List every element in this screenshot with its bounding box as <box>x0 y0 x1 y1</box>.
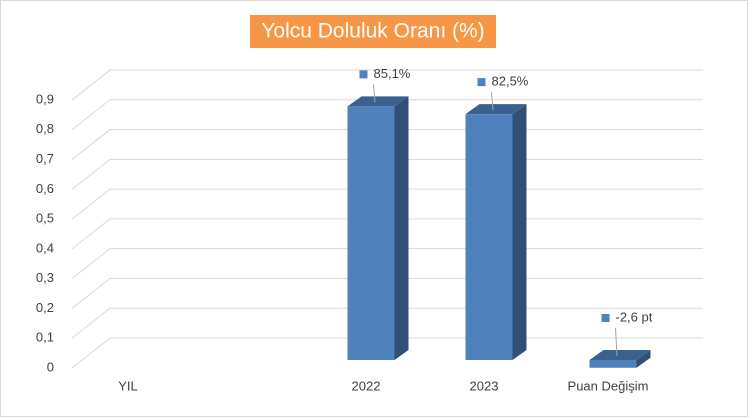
y-tick-label: 0,9 <box>36 91 54 106</box>
bar-top <box>347 96 409 107</box>
y-tick-label: 0,5 <box>36 211 54 226</box>
chart-title: Yolcu Doluluk Oranı (%) <box>261 20 484 43</box>
x-tick-label: YIL <box>118 378 138 393</box>
bar-side <box>636 350 651 368</box>
data-label: 82,5% <box>492 74 529 89</box>
y-tick-label: 0,8 <box>36 121 54 136</box>
bar-side <box>512 104 527 361</box>
leader-line <box>373 84 376 103</box>
y-tick-label: 0,1 <box>36 330 54 345</box>
bar-top <box>589 350 651 360</box>
label-marker <box>477 78 486 87</box>
y-tick-label: 0,3 <box>36 270 54 285</box>
title-box <box>250 15 496 48</box>
bar <box>589 360 637 368</box>
data-label: 85,1% <box>374 66 411 81</box>
grid-line <box>71 99 703 131</box>
y-tick-label: 0,7 <box>36 151 54 166</box>
grid-line <box>71 69 703 101</box>
bar-side <box>394 96 409 360</box>
bar-top <box>465 104 527 115</box>
label-marker <box>601 314 610 322</box>
label-marker <box>359 70 368 79</box>
y-tick-label: 0,2 <box>36 300 54 315</box>
leader-line <box>491 92 494 111</box>
data-label: -2,6 pt <box>616 309 653 324</box>
bar <box>347 106 395 360</box>
x-tick-label: Puan Değişim <box>568 378 649 393</box>
x-tick-label: 2022 <box>352 378 381 393</box>
leader-line <box>615 327 618 357</box>
y-tick-label: 0,6 <box>36 181 54 196</box>
y-tick-label: 0,4 <box>36 240 54 255</box>
bar <box>465 114 513 361</box>
x-tick-label: 2023 <box>470 378 499 393</box>
y-tick-label: 0 <box>47 359 54 374</box>
